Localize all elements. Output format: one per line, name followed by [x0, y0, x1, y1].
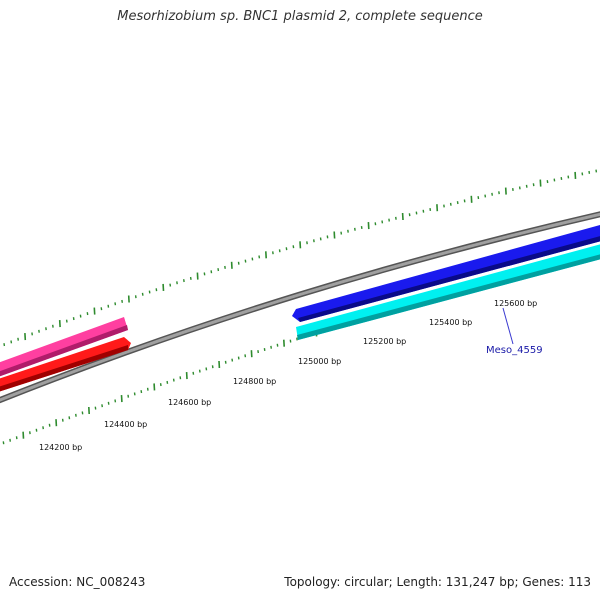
ruler-label: 125200 bp [363, 337, 406, 346]
ruler-label: 124200 bp [39, 443, 82, 452]
gene-callout[interactable]: Meso_4559 [486, 307, 543, 356]
topology-summary: Topology: circular; Length: 131,247 bp; … [284, 575, 591, 589]
gene-callout-label: Meso_4559 [486, 345, 543, 356]
ruler-label: 124600 bp [168, 398, 211, 407]
gene-cyan[interactable] [296, 243, 600, 340]
gene-blue[interactable] [292, 225, 600, 322]
accession-text: Accession: NC_008243 [9, 575, 146, 589]
ruler-label: 125600 bp [494, 299, 537, 308]
ruler-label: 125000 bp [298, 357, 341, 366]
gene-red[interactable] [0, 337, 131, 393]
ruler-label: 124400 bp [104, 420, 147, 429]
ruler-label: 125400 bp [429, 318, 472, 327]
ruler-label: 124800 bp [233, 377, 276, 386]
outer-tick-ring [3, 169, 598, 347]
plasmid-backbone [0, 211, 600, 404]
gene-pink[interactable] [0, 317, 128, 378]
ruler-labels: 124200 bp 124400 bp 124600 bp 124800 bp … [39, 299, 537, 452]
map-title: Mesorhizobium sp. BNC1 plasmid 2, comple… [117, 9, 483, 24]
